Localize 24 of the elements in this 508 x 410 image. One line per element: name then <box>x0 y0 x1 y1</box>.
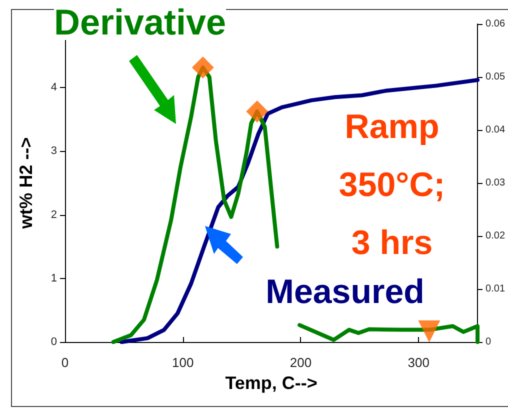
y2-tick-label: 0.04 <box>486 124 506 136</box>
series-label: Derivative <box>54 2 226 42</box>
y-tick-label: 2 <box>50 208 57 221</box>
x-tick-label: 100 <box>172 355 194 370</box>
annotation: Ramp 350°C; 3 hrs <box>338 108 446 262</box>
point <box>418 320 440 342</box>
y2-tick-label: 0.05 <box>486 72 506 82</box>
point <box>246 100 268 122</box>
x-tick-label: 300 <box>408 355 430 370</box>
y2-tick-label: 0.06 <box>486 18 506 30</box>
y-axis-title: wt% H2 --> <box>16 137 36 230</box>
y2-tick-label: 0 <box>486 336 492 348</box>
y-tick-label: 4 <box>50 82 57 94</box>
y-tick-label: 1 <box>50 272 57 284</box>
y-tick-label: 3 <box>50 145 57 158</box>
x-tick-label: 0 <box>61 355 69 370</box>
y2-tick-label: 0.02 <box>486 230 506 242</box>
x-axis-title: Temp, C--> <box>225 372 318 393</box>
y2-tick-label: 0.01 <box>486 284 506 294</box>
x-tick-label: 200 <box>290 355 312 370</box>
y-tick-label: 0 <box>50 336 57 348</box>
point <box>192 56 214 78</box>
y2-tick-label: 0.03 <box>486 178 506 188</box>
series-label: Measured <box>266 273 424 311</box>
